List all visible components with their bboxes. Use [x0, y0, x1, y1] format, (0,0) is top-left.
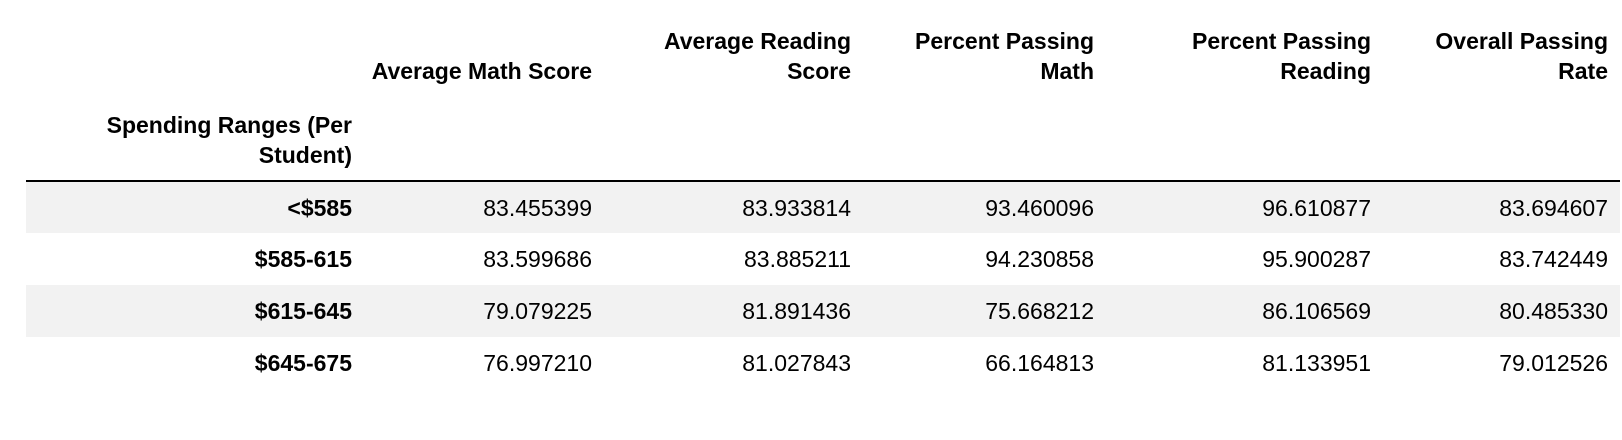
cell-percent-passing-math: 94.230858: [985, 246, 1094, 272]
cell-average-math-score: 76.997210: [483, 350, 592, 376]
table-row: $615-645 79.079225 81.891436 75.668212 8…: [26, 285, 1620, 337]
table-row: $585-615 83.599686 83.885211 94.230858 9…: [26, 233, 1620, 285]
column-header-average-reading-score: Average Reading Score: [663, 28, 851, 84]
column-header-overall-passing-rate: Overall Passing Rate: [1435, 28, 1608, 84]
column-header-percent-passing-math: Percent Passing Math: [915, 28, 1094, 84]
cell-percent-passing-reading: 81.133951: [1262, 350, 1371, 376]
table-row: <$585 83.455399 83.933814 93.460096 96.6…: [26, 181, 1620, 233]
index-row-blank: [1383, 86, 1620, 181]
cell-percent-passing-math: 75.668212: [985, 298, 1094, 324]
cell-percent-passing-math: 93.460096: [985, 194, 1094, 221]
index-name-row: Spending Ranges (Per Student): [26, 86, 1620, 181]
row-label: $585-615: [254, 246, 352, 272]
cell-overall-passing-rate: 83.694607: [1499, 194, 1608, 221]
column-header-average-math-score: Average Math Score: [371, 58, 592, 84]
index-header-blank: [26, 22, 364, 86]
cell-overall-passing-rate: 83.742449: [1499, 246, 1608, 272]
cell-overall-passing-rate: 80.485330: [1499, 298, 1608, 324]
cell-percent-passing-reading: 95.900287: [1262, 246, 1371, 272]
table-body: <$585 83.455399 83.933814 93.460096 96.6…: [26, 181, 1620, 389]
index-row-blank: [863, 86, 1106, 181]
cell-average-math-score: 83.455399: [483, 194, 592, 221]
column-header-percent-passing-reading: Percent Passing Reading: [1192, 28, 1371, 84]
cell-average-reading-score: 83.885211: [743, 246, 851, 272]
index-row-blank: [1106, 86, 1383, 181]
row-label: $615-645: [254, 298, 352, 324]
row-label: $645-675: [254, 350, 352, 376]
column-header-row: Average Math Score Average Reading Score…: [26, 22, 1620, 86]
cell-percent-passing-reading: 96.610877: [1262, 194, 1371, 221]
cell-average-reading-score: 81.027843: [742, 350, 851, 376]
row-label: <$585: [287, 194, 352, 221]
table-row: $645-675 76.997210 81.027843 66.164813 8…: [26, 337, 1620, 389]
index-row-blank: [364, 86, 604, 181]
cell-average-reading-score: 81.891436: [742, 298, 851, 324]
cell-overall-passing-rate: 79.012526: [1499, 350, 1608, 376]
cell-percent-passing-math: 66.164813: [985, 350, 1094, 376]
cell-average-math-score: 79.079225: [483, 298, 592, 324]
cell-average-reading-score: 83.933814: [742, 194, 851, 221]
index-row-blank: [604, 86, 863, 181]
spending-ranges-table: Average Math Score Average Reading Score…: [26, 22, 1620, 389]
table-header: Average Math Score Average Reading Score…: [26, 22, 1620, 181]
cell-average-math-score: 83.599686: [483, 246, 592, 272]
index-name-header: Spending Ranges (Per Student): [106, 112, 352, 168]
cell-percent-passing-reading: 86.106569: [1262, 298, 1371, 324]
